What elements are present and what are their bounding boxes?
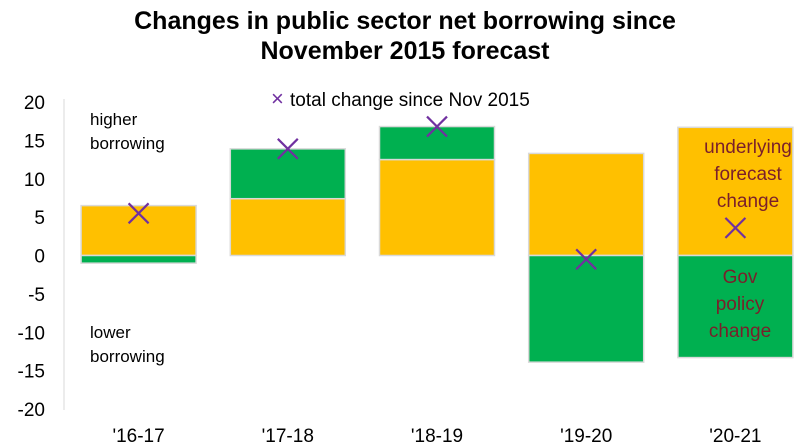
x-tick-label: '19-20 [560,426,612,447]
marker-stroke [575,248,597,271]
legend-label: total change since Nov 2015 [290,90,530,111]
bar-policy [80,254,197,264]
legend-marker-symbol: × [271,86,284,111]
bar-policy [378,125,496,161]
chart-title-line1: Changes in public sector net borrowing s… [134,7,676,35]
bar-underlying [378,158,496,257]
marker-stroke [277,138,299,160]
total-marker [575,248,597,271]
y-tick-label: -20 [18,400,45,421]
bar-policy [527,254,645,363]
y-tick-label: -5 [28,285,45,306]
label-underlying-line2: forecast [714,164,782,185]
bar-policy [229,148,347,200]
label-policy-line3: change [709,321,771,342]
x-tick-labels: '16-17 '17-18 '18-19 '19-20 '20-21 [112,426,761,447]
y-tick-label: 0 [34,247,45,268]
total-marker [426,115,448,138]
legend: × total change since Nov 2015 [271,86,530,111]
label-underlying-line1: underlying [704,137,792,158]
chart-title: Changes in public sector net borrowing s… [0,6,810,66]
y-tick-labels: 20 15 10 5 0 -5 -10 -15 -20 [18,93,45,421]
total-marker [277,138,299,160]
bar-underlying [677,126,794,257]
bar-policy [677,254,794,359]
marker-stroke [426,115,448,138]
marker-stroke [127,202,150,225]
x-tick-label: '16-17 [112,426,164,447]
y-tick-label: 20 [24,93,45,114]
y-tick-label: -10 [18,323,45,344]
annotation-higher-line2: borrowing [90,134,165,153]
bar-underlying [229,197,347,257]
label-policy-line2: policy [716,294,765,315]
annotation-lower-line1: lower [90,323,131,342]
x-tick-label: '17-18 [262,426,314,447]
annotation-lower-line2: borrowing [90,347,165,366]
marker-stroke [724,217,747,239]
x-tick-label: '20-21 [709,426,761,447]
y-tick-label: 10 [24,170,45,191]
bar-underlying [527,152,645,257]
y-tick-label: 5 [34,208,45,229]
bars [80,125,794,363]
label-policy-line1: Gov [723,267,758,288]
annotation-higher-line1: higher [90,110,138,129]
total-marker [724,217,747,239]
y-tick-label: -15 [18,362,45,383]
x-tick-label: '18-19 [411,426,463,447]
total-markers [127,115,747,271]
label-underlying-line3: change [717,191,779,212]
chart-title-line2: November 2015 forecast [260,37,550,65]
y-tick-label: 15 [24,131,45,152]
total-marker [127,202,150,225]
